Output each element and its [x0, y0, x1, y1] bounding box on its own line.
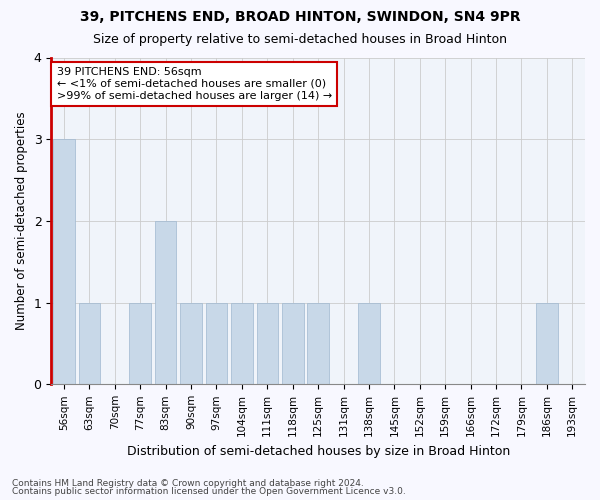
- Bar: [307, 302, 329, 384]
- Bar: [231, 302, 253, 384]
- Y-axis label: Number of semi-detached properties: Number of semi-detached properties: [15, 112, 28, 330]
- Text: Size of property relative to semi-detached houses in Broad Hinton: Size of property relative to semi-detach…: [93, 32, 507, 46]
- Bar: [358, 302, 380, 384]
- X-axis label: Distribution of semi-detached houses by size in Broad Hinton: Distribution of semi-detached houses by …: [127, 444, 510, 458]
- Text: 39 PITCHENS END: 56sqm
← <1% of semi-detached houses are smaller (0)
>99% of sem: 39 PITCHENS END: 56sqm ← <1% of semi-det…: [56, 68, 332, 100]
- Bar: [155, 221, 176, 384]
- Bar: [282, 302, 304, 384]
- Text: Contains HM Land Registry data © Crown copyright and database right 2024.: Contains HM Land Registry data © Crown c…: [12, 478, 364, 488]
- Bar: [180, 302, 202, 384]
- Bar: [53, 139, 75, 384]
- Bar: [536, 302, 557, 384]
- Bar: [79, 302, 100, 384]
- Bar: [257, 302, 278, 384]
- Text: 39, PITCHENS END, BROAD HINTON, SWINDON, SN4 9PR: 39, PITCHENS END, BROAD HINTON, SWINDON,…: [80, 10, 520, 24]
- Text: Contains public sector information licensed under the Open Government Licence v3: Contains public sector information licen…: [12, 487, 406, 496]
- Bar: [130, 302, 151, 384]
- Bar: [206, 302, 227, 384]
